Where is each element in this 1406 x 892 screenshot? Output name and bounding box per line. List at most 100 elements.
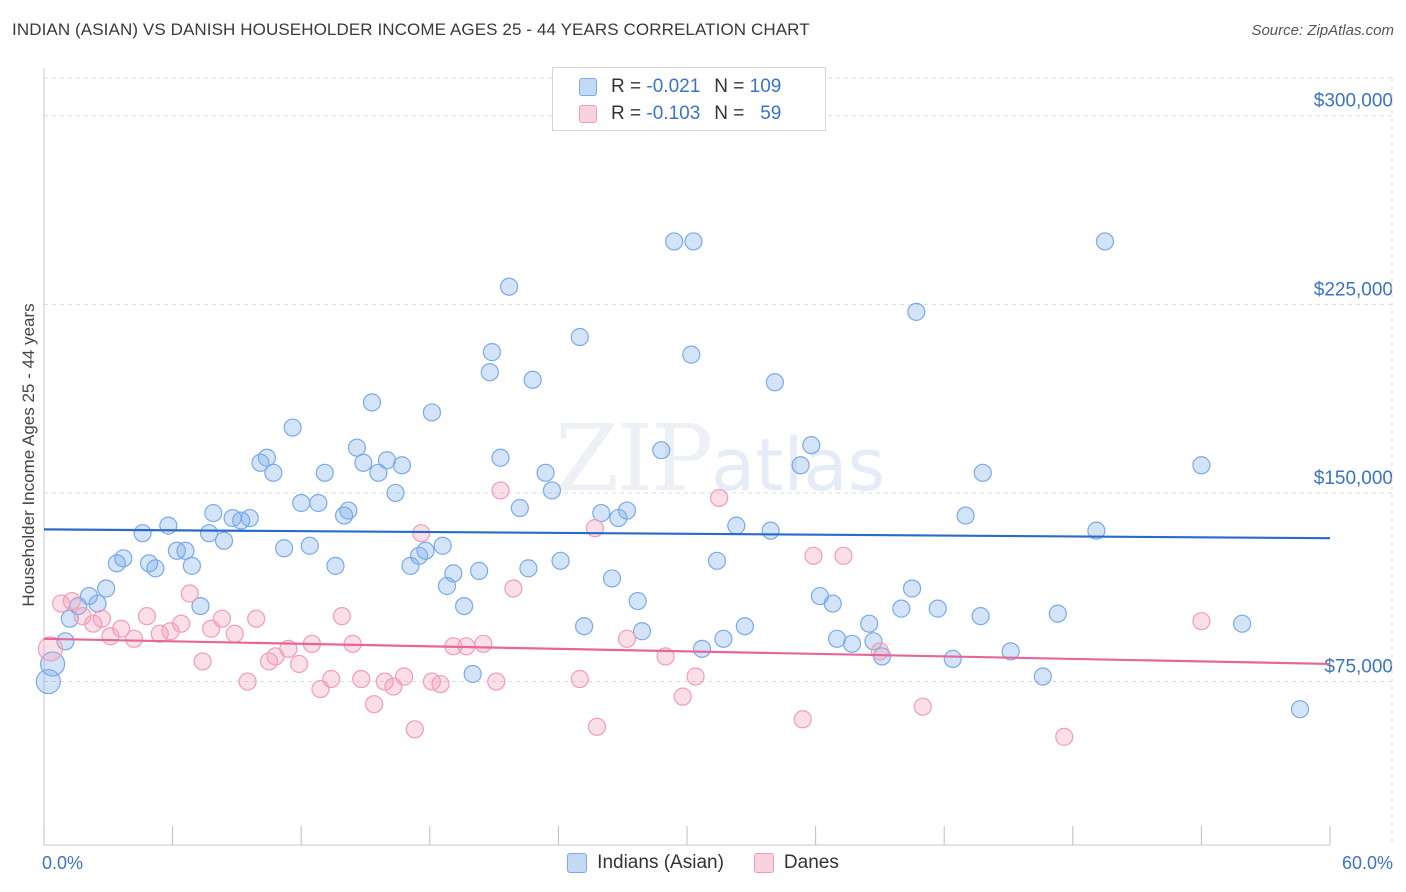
indians-point <box>469 561 489 580</box>
indians-point <box>842 634 862 653</box>
n-value: 59 <box>760 103 782 124</box>
indians-point <box>88 594 107 613</box>
x-tick-label-max: 60.0% <box>1342 853 1393 873</box>
indians-point <box>727 516 746 535</box>
indians-point <box>714 629 733 648</box>
indians-point <box>416 541 435 560</box>
indians-point <box>943 649 962 669</box>
danes-legend-swatch <box>753 853 774 873</box>
indians-point <box>199 524 219 543</box>
danes-point <box>84 614 103 633</box>
danes-point <box>412 524 431 543</box>
indians-point <box>274 539 294 558</box>
danes-point <box>73 607 92 626</box>
indians-point <box>519 559 538 578</box>
r-value: -0.021 <box>646 76 701 97</box>
indians-point <box>191 596 210 616</box>
indians-point <box>791 456 810 475</box>
indians-point <box>1233 614 1252 633</box>
indians-point <box>114 549 133 568</box>
r-label: R = <box>611 103 642 124</box>
indians-point <box>240 508 259 528</box>
indians-point <box>864 632 883 651</box>
indians-point <box>133 524 152 543</box>
indians-point <box>1033 667 1052 686</box>
danes-point <box>289 654 309 674</box>
n-value: 109 <box>749 76 782 97</box>
danes-point <box>491 481 510 500</box>
indians-point <box>682 345 701 364</box>
danes-point <box>225 624 244 643</box>
legend-label: Indians (Asian) <box>597 852 724 873</box>
danes-point <box>487 672 506 691</box>
danes-point <box>212 609 231 628</box>
danes-point <box>431 674 450 694</box>
danes-point <box>804 546 823 565</box>
indians-point <box>377 451 397 470</box>
indians-point <box>523 370 542 389</box>
indians-point <box>628 591 647 611</box>
indians-point <box>482 343 502 362</box>
danes-point <box>394 667 414 686</box>
indians-point <box>283 418 302 437</box>
y-tick-label: $300,000 <box>1314 91 1393 112</box>
stats-legend-row-indians: R = -0.021 N = 109 <box>579 74 781 100</box>
indians-point <box>159 516 178 535</box>
stats-legend-row-danes: R = -0.103 N = 59 <box>579 101 781 127</box>
danes-point <box>710 488 729 508</box>
indians-point <box>369 463 388 482</box>
indians-point <box>146 559 165 578</box>
indians-point <box>956 506 975 525</box>
danes-point <box>1192 612 1211 631</box>
watermark: ZIPatlas <box>555 405 885 512</box>
danes-point <box>405 720 424 739</box>
danes-swatch <box>579 105 597 123</box>
indians-point <box>422 403 442 422</box>
indians-point <box>765 373 784 392</box>
danes-point <box>180 584 199 603</box>
danes-point <box>870 642 890 661</box>
indians-trend-line <box>43 528 1331 540</box>
x-tick-label-min: 0.0% <box>42 853 83 873</box>
indians-point <box>536 463 555 482</box>
indians-point <box>97 579 116 598</box>
watermark-zip: ZIP <box>555 405 713 512</box>
indians-point <box>500 277 519 296</box>
indians-point <box>309 493 328 513</box>
r-label: R = <box>611 76 642 97</box>
stats-legend: R = -0.021 N = 109 R = -0.103 N = 59 <box>552 67 826 131</box>
danes-point <box>238 672 257 691</box>
indians-point <box>602 569 622 588</box>
indians-point <box>907 302 926 321</box>
y-tick-label: $225,000 <box>1314 279 1393 300</box>
indians-point <box>1290 700 1310 719</box>
indians-point <box>204 503 223 523</box>
y-tick-label: $150,000 <box>1314 468 1393 489</box>
indians-point <box>802 436 821 455</box>
indians-point <box>570 327 589 347</box>
danes-point <box>172 614 191 633</box>
indians-point <box>182 556 201 575</box>
legend-item-danes[interactable]: Danes <box>753 852 839 874</box>
indians-point <box>1001 642 1020 661</box>
indians-point <box>491 448 510 467</box>
y-axis-label: Householder Income Ages 25 - 44 years <box>19 303 38 606</box>
indians-point <box>823 594 842 613</box>
indians-point <box>386 483 405 503</box>
danes-point <box>686 667 705 686</box>
y-tick-label: $75,000 <box>1324 657 1393 678</box>
indians-point <box>684 232 703 251</box>
danes-point <box>37 636 64 662</box>
series-legend: Indians (Asian) Danes <box>0 852 1406 874</box>
indians-point <box>592 503 611 523</box>
legend-item-indians[interactable]: Indians (Asian) <box>567 852 724 874</box>
indians-point <box>510 498 529 518</box>
danes-point <box>656 647 675 666</box>
danes-point <box>92 609 111 628</box>
danes-point <box>793 710 812 729</box>
indians-point <box>354 453 373 472</box>
indians-point <box>480 363 499 382</box>
indians-point <box>257 448 277 467</box>
danes-point <box>52 594 71 613</box>
